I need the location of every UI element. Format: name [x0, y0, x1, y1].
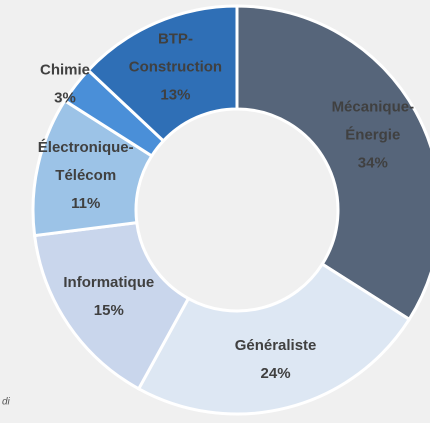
- labels: Mécanique-Énergie 34% Généraliste 24% Inform…: [38, 31, 414, 382]
- slice: [32, 220, 191, 391]
- value-label: 24%: [261, 365, 291, 382]
- category-label: Mécanique-Énergie: [332, 98, 415, 143]
- category-label: Informatique: [63, 274, 154, 291]
- category-label: Électronique-Télécom: [38, 139, 134, 184]
- category-label: Chimie: [40, 61, 90, 78]
- slice: [86, 4, 239, 143]
- value-label: 11%: [71, 195, 100, 212]
- slices: [31, 4, 430, 416]
- value-label: 3%: [54, 89, 76, 106]
- value-label: 34%: [358, 154, 388, 171]
- category-label: Généraliste: [235, 337, 317, 354]
- category-label: BTP-Construction: [129, 31, 222, 76]
- value-label: 13%: [160, 87, 190, 104]
- note: di: [2, 397, 11, 408]
- slice: [136, 262, 412, 416]
- slice: [235, 4, 430, 322]
- value-label: 15%: [94, 302, 124, 319]
